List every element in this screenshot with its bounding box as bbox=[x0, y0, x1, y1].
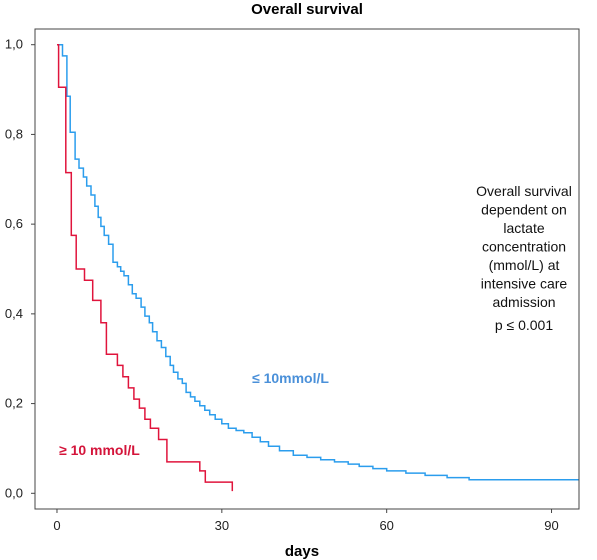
y-tick-label: 1,0 bbox=[5, 37, 23, 52]
annotation-block: Overall survival dependent on lactate conce… bbox=[476, 183, 572, 333]
survival-curve-low-lactate bbox=[57, 43, 579, 481]
axes: 0,0 0,2 0,4 0,6 0,8 1,0 0 30 60 90 bbox=[5, 28, 580, 533]
chart-title: Overall survival bbox=[251, 1, 363, 18]
x-tick-label: 30 bbox=[215, 518, 229, 533]
y-tick-label: 0,2 bbox=[5, 396, 23, 411]
y-tick-label: 0,8 bbox=[5, 126, 23, 141]
series-label-high-lactate: ≥ 10 mmol/L bbox=[59, 442, 140, 458]
annotation-line: Overall survival bbox=[476, 183, 572, 199]
x-tick-label: 90 bbox=[544, 518, 558, 533]
annotation-line: concentration bbox=[482, 239, 566, 255]
annotation-line: admission bbox=[492, 294, 555, 310]
x-axis-label: days bbox=[285, 543, 319, 560]
plot-frame bbox=[34, 28, 580, 510]
survival-curve-high-lactate bbox=[57, 43, 234, 492]
p-value: p ≤ 0.001 bbox=[495, 317, 553, 333]
x-tick-label: 0 bbox=[53, 518, 60, 533]
x-tick-label: 60 bbox=[379, 518, 393, 533]
annotation-line: intensive care bbox=[481, 276, 568, 292]
y-tick-label: 0,4 bbox=[5, 306, 23, 321]
y-tick-label: 0,0 bbox=[5, 485, 23, 500]
series-label-low-lactate: ≤ 10mmol/L bbox=[252, 370, 329, 386]
annotation-line: dependent on bbox=[481, 202, 567, 218]
annotation-line: lactate bbox=[503, 220, 544, 236]
y-tick-label: 0,6 bbox=[5, 216, 23, 231]
annotation-line: (mmol/L) at bbox=[489, 257, 560, 273]
plot-area: ≤ 10mmol/L ≥ 10 mmol/L bbox=[57, 43, 579, 492]
